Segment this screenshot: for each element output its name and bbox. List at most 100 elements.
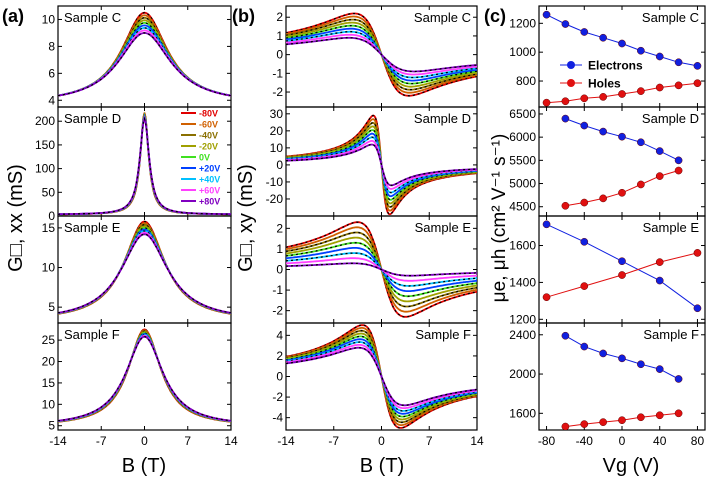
x-axis-label-c: Vg (V) <box>603 455 660 477</box>
data-point-electrons <box>618 39 626 48</box>
series-line-+60V <box>58 29 231 97</box>
y-tick-label: -4 <box>272 411 283 425</box>
fit-line-+80V <box>58 336 231 422</box>
data-point-holes <box>655 258 664 266</box>
y-tick-label: 2400 <box>509 328 536 342</box>
y-tick-label: -2 <box>272 390 283 404</box>
data-point-electrons <box>542 220 551 229</box>
x-tick-label: 0 <box>378 434 385 448</box>
y-tick-label: 2 <box>276 10 283 24</box>
y-tick-label: 20 <box>270 124 284 138</box>
fit-line-+40V <box>58 27 231 97</box>
data-point-holes <box>637 87 645 95</box>
y-tick-label: 5500 <box>509 153 536 167</box>
plot-area <box>58 111 231 216</box>
data-point-electrons <box>674 375 683 383</box>
data-point-holes <box>580 94 589 103</box>
data-point-electrons <box>637 360 645 369</box>
x-tick-label: 40 <box>653 434 667 448</box>
series-line-+80V <box>58 233 231 314</box>
y-tick-label: 4500 <box>509 200 536 214</box>
y-tick-label: 50 <box>42 185 56 199</box>
panel-label-b: (b) <box>232 6 255 26</box>
data-point-electrons <box>542 10 551 19</box>
panel-label-a: (a) <box>2 6 24 26</box>
series-line--40V <box>58 16 231 97</box>
x-tick-label: -7 <box>328 434 339 448</box>
fit-line-+40V <box>286 341 477 412</box>
data-point-holes <box>580 282 589 290</box>
fit-line-+80V <box>58 116 231 215</box>
series-line-+80V <box>286 346 477 407</box>
y-tick-label: 10 <box>270 141 284 155</box>
y-tick-label: 150 <box>35 138 55 152</box>
legend-label: +80V <box>199 197 220 207</box>
fit-line--40V <box>58 17 231 97</box>
plot-area <box>58 11 231 97</box>
data-point-holes <box>674 81 683 90</box>
subplot-title: Sample D <box>642 111 699 126</box>
legend-label: +60V <box>199 186 220 196</box>
data-point-holes <box>618 90 626 98</box>
fit-line-+80V <box>58 32 231 97</box>
y-tick-label: 5 <box>48 300 55 314</box>
series-line-+40V <box>58 230 231 314</box>
panel-label-c: (c) <box>484 6 506 26</box>
legend-marker <box>567 61 575 69</box>
data-point-holes <box>561 422 570 430</box>
fit-line--40V <box>58 330 231 423</box>
data-point-electrons <box>655 365 664 373</box>
x-tick-label: -14 <box>49 434 67 448</box>
series-line-+20V <box>58 333 231 422</box>
fit-line-+80V <box>58 233 231 314</box>
data-point-holes <box>655 172 664 180</box>
subplot-b-2: -20 -10 0 10 20 30 Sample D <box>266 106 478 217</box>
data-point-electrons <box>618 257 626 266</box>
data-point-electrons <box>655 276 664 285</box>
legend-label: Holes <box>588 77 621 91</box>
fit-line-+40V <box>58 334 231 422</box>
y-tick-label: -2 <box>272 304 283 318</box>
x-tick-label: -80 <box>538 434 556 448</box>
series-line-+60V <box>58 231 231 314</box>
series-line--80V <box>58 220 231 315</box>
subplot-title: Sample D <box>414 111 471 126</box>
subplot-b-3: -2 -1 0 1 2 Sample E <box>272 215 478 324</box>
series-line-+60V <box>58 334 231 422</box>
data-point-holes <box>637 180 645 189</box>
subplot-title: Sample C <box>642 10 699 25</box>
y-tick-label: 1 <box>276 29 283 43</box>
x-axis-label-a: B (T) <box>122 455 166 477</box>
data-point-holes <box>674 166 683 175</box>
y-tick-label: 2000 <box>509 367 536 381</box>
data-point-holes <box>655 83 664 92</box>
data-point-electrons <box>618 132 626 141</box>
fit-line-0V <box>58 332 231 422</box>
subplot-title: Sample C <box>64 10 121 25</box>
series-line--20V <box>58 225 231 315</box>
data-point-holes <box>580 198 589 207</box>
data-point-holes <box>618 271 626 279</box>
subplot-title: Sample D <box>64 111 121 126</box>
data-point-holes <box>542 293 551 302</box>
subplot-title: Sample F <box>64 327 120 342</box>
plot-area <box>58 328 231 423</box>
subplot-c-2: 4500 5000 5500 6000 6500 Sample D <box>509 106 706 217</box>
y-tick-label: 0 <box>48 209 55 223</box>
y-tick-label: -1 <box>272 283 283 297</box>
y-tick-label: 5000 <box>509 177 536 191</box>
data-point-holes <box>637 413 645 422</box>
data-point-electrons <box>599 127 607 136</box>
fit-line-+80V <box>286 143 477 186</box>
y-tick-label: 10 <box>42 261 56 275</box>
data-point-electrons <box>599 349 607 358</box>
plot-area <box>58 220 231 315</box>
series-line--80V <box>58 328 231 423</box>
data-point-electrons <box>580 342 589 351</box>
legend-label: +20V <box>199 164 220 174</box>
y-tick-label: 15 <box>42 376 56 390</box>
legend-label: Electrons <box>588 59 643 73</box>
legend-label: -60V <box>199 120 218 130</box>
x-tick-label: 14 <box>224 434 238 448</box>
